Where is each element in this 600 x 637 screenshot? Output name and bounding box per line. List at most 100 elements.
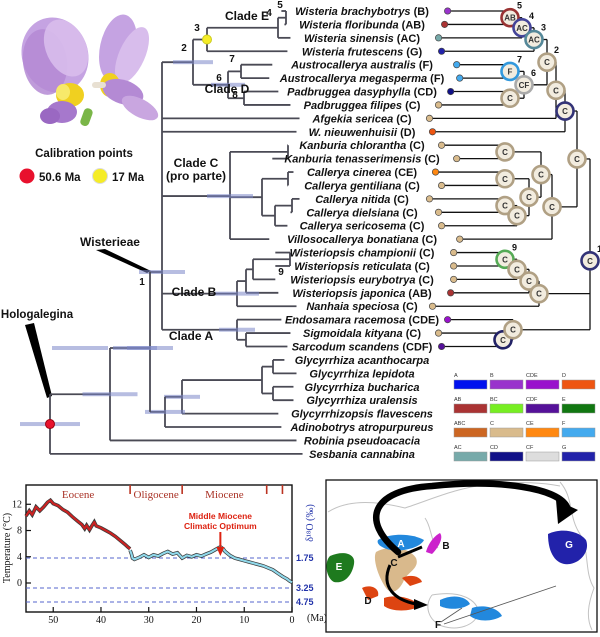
species-label: Robinia pseudoacacia (304, 435, 420, 447)
map-region-label-B: B (442, 541, 449, 552)
node-age-bar (145, 409, 185, 414)
ancestral-state-circle (495, 168, 515, 189)
species-label: Wisteriopsis reticulata (C) (294, 261, 430, 273)
ancestral-area-tree: AB5AC4AC3F7C8CF6C2CCCCCCCCCCC9CCCCCC1 (425, 1, 600, 351)
tip-area-dot (450, 275, 458, 283)
region-D (402, 575, 422, 586)
clade-label: (pro parte) (166, 169, 226, 183)
ancestral-state-circle (495, 142, 515, 162)
x-tick-label: 40 (96, 615, 106, 626)
species-label: Callerya cinerea (CE) (307, 167, 417, 179)
species-label: Wisteriopsis championii (C) (290, 248, 435, 260)
ancestral-state-label: C (562, 107, 568, 116)
inset-node-number: 4 (529, 11, 534, 21)
species-label: Sesbania cannabina (309, 449, 415, 461)
legend-code-label: ABC (454, 421, 465, 427)
ma-axis-label: (Ma) (307, 613, 327, 624)
f-leader-line (440, 607, 463, 623)
temperature-curve (25, 499, 131, 550)
dispersal-arrow-to-G (373, 480, 571, 556)
legend-color-swatch (561, 451, 596, 462)
node-number: 6 (216, 73, 222, 84)
tip-area-dot (438, 47, 446, 55)
ancestral-state-label: AC (516, 24, 528, 33)
ancestral-state-label: C (526, 193, 532, 202)
ancestral-state-label: C (500, 336, 506, 345)
species-label: Glycyrrhiza bucharica (305, 382, 420, 394)
node-age-bar (164, 394, 200, 399)
node-number: 2 (181, 43, 187, 54)
tip-area-dot (453, 61, 461, 69)
legend-code-label: B (490, 373, 494, 379)
legend-code-label: CDE (526, 373, 538, 379)
hologalegina-label: Hologalegina (1, 309, 74, 321)
tip-area-dot (450, 262, 458, 270)
species-label: Sarcodum scandens (CDF) (292, 342, 433, 354)
tip-area-dot (434, 34, 443, 42)
ancestral-state-circle (512, 17, 532, 38)
inset-node-number: 1 (597, 244, 600, 254)
tip-area-dot (438, 342, 446, 351)
legend-color-swatch (489, 427, 524, 438)
link-C-B (397, 545, 423, 559)
tip-area-dot (456, 235, 464, 243)
species-label: Endosamara racemosa (CDE) (285, 315, 439, 327)
legend-code-label: CF (526, 445, 534, 451)
species-label: Glycyrrhiza acanthocarpa (295, 355, 430, 367)
calibration-dot-red (19, 168, 35, 184)
inset-node-number: 2 (554, 45, 559, 55)
region-D (384, 596, 420, 611)
clade-label: Clade E (225, 9, 269, 23)
species-label: Wisteria frutescens (G) (302, 46, 423, 58)
node-age-bar (113, 346, 157, 350)
legend-color-swatch (561, 427, 596, 438)
ancestral-state-label: AC (528, 36, 540, 45)
map-region-label-C: C (390, 558, 397, 569)
coastline-asia (327, 482, 561, 513)
tip-area-dot (441, 20, 449, 28)
legend-code-label: E (562, 397, 566, 403)
species-label: Adinobotrys atropurpureus (289, 422, 433, 434)
ancestral-state-label: C (502, 148, 508, 157)
legend-color-swatch (453, 403, 488, 414)
legend-code-label: F (562, 421, 566, 427)
legend-color-swatch (525, 403, 560, 414)
ancestral-state-label: C (502, 255, 508, 264)
ancestral-state-circle (531, 164, 551, 185)
legend-color-swatch (453, 451, 488, 462)
dispersal-arrow-to-D (385, 564, 417, 606)
legend-code-label: CDF (526, 397, 538, 403)
x-tick-label: 10 (239, 615, 249, 626)
species-label: Callerya sericosema (C) (300, 221, 425, 233)
tip-area-dot (444, 316, 452, 324)
ancestral-state-label: AB (504, 14, 516, 23)
region-C (374, 547, 417, 592)
node-number: 3 (194, 23, 200, 34)
node-number: 1 (139, 277, 145, 288)
node-number: 8 (232, 90, 238, 101)
tip-area-dot (438, 141, 446, 149)
chronogram-tree: 54 3 7 86 2 9 1 (20, 0, 303, 455)
legend-color-swatch (525, 379, 560, 390)
map-region-label-E: E (336, 562, 343, 573)
legend-color-swatch (453, 427, 488, 438)
node-age-bar (219, 327, 255, 332)
ancestral-state-circle (514, 75, 534, 95)
ancestral-state-label: CF (519, 81, 530, 90)
species-label: Glycyrrhiza uralensis (306, 395, 417, 407)
inset-node-number: 7 (517, 54, 522, 64)
ancestral-state-label: C (549, 203, 555, 212)
species-label: Wisteria brachybotrys (B) (295, 6, 429, 18)
region-E (326, 553, 355, 583)
map-region-label-G: G (565, 540, 573, 551)
species-label: Austrocallerya megasperma (F) (279, 73, 445, 85)
species-label: Wisteria floribunda (AB) (299, 19, 425, 31)
y-tick-label: 0 (17, 578, 22, 589)
tip-area-dot (447, 87, 455, 96)
species-label: Padbruggea filipes (C) (304, 100, 421, 112)
clade-label: Clade C (174, 156, 219, 170)
species-label: Sigmoidala kityana (C) (303, 328, 421, 340)
d18o-value: 3.25 (296, 583, 314, 593)
